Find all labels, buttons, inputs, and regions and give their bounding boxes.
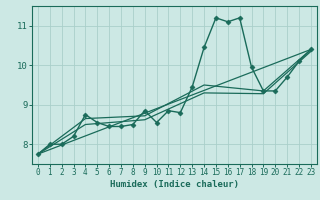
X-axis label: Humidex (Indice chaleur): Humidex (Indice chaleur)	[110, 180, 239, 189]
